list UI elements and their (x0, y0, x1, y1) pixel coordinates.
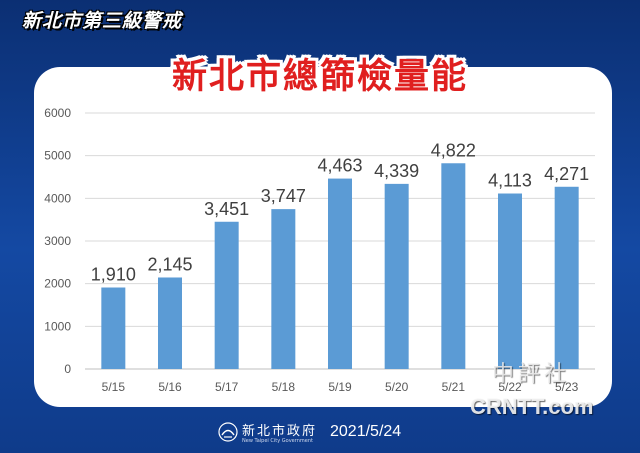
x-tick-label: 5/22 (498, 380, 522, 394)
bar (554, 186, 579, 369)
data-label: 4,271 (544, 164, 589, 184)
x-tick-label: 5/21 (442, 380, 466, 394)
bars (101, 163, 579, 369)
government-name-english: New Taipei City Government (242, 438, 313, 444)
data-label: 4,113 (488, 171, 532, 191)
alert-level-badge: 新北市第三級警戒 (22, 10, 183, 32)
y-tick-label: 2000 (44, 277, 71, 291)
bar (384, 183, 409, 369)
y-tick-label: 5000 (44, 149, 71, 163)
government-name: 新北市政府 (242, 424, 318, 439)
y-tick-label: 1000 (44, 319, 71, 333)
city-government-logo-icon (218, 422, 238, 442)
data-label: 1,910 (91, 265, 136, 285)
data-label: 2,145 (147, 254, 192, 274)
y-tick-label: 0 (64, 362, 71, 376)
x-tick-label: 5/19 (328, 380, 352, 394)
data-label: 4,339 (374, 161, 419, 181)
footer: 新北市政府 New Taipei City Government 2021/5/… (0, 414, 640, 450)
y-tick-label: 3000 (44, 234, 71, 248)
data-label: 3,747 (261, 186, 306, 206)
bar (498, 193, 522, 369)
x-axis-ticks: 5/15 5/16 5/17 5/18 5/19 5/20 5/21 5/22 5/23 (102, 380, 579, 394)
y-axis-ticks: 0 1000 2000 3000 4000 5000 6000 (44, 106, 71, 376)
x-tick-label: 5/20 (385, 380, 409, 394)
x-tick-label: 5/15 (102, 380, 126, 394)
bar (328, 178, 352, 369)
y-tick-label: 6000 (44, 106, 71, 120)
data-labels: 1,910 2,145 3,451 3,747 4,463 4,339 4,822 4,113… (91, 140, 589, 284)
bar (271, 209, 296, 369)
y-tick-label: 4000 (44, 191, 71, 205)
bar (441, 163, 466, 369)
data-label: 4,822 (431, 140, 476, 160)
watermark-chinese: 中評社 (492, 362, 571, 387)
bar (101, 287, 126, 369)
data-label: 4,463 (317, 156, 362, 176)
x-tick-label: 5/23 (555, 380, 579, 394)
x-tick-label: 5/17 (215, 380, 239, 394)
x-tick-label: 5/18 (272, 380, 296, 394)
watermark-english: CRNTT.com (470, 394, 594, 419)
bar (158, 277, 182, 369)
x-tick-label: 5/16 (158, 380, 182, 394)
publish-date: 2021/5/24 (330, 423, 402, 440)
chart-title: 新北市總篩檢量能 (171, 57, 468, 97)
data-label: 3,451 (204, 199, 249, 219)
bar (214, 221, 239, 369)
